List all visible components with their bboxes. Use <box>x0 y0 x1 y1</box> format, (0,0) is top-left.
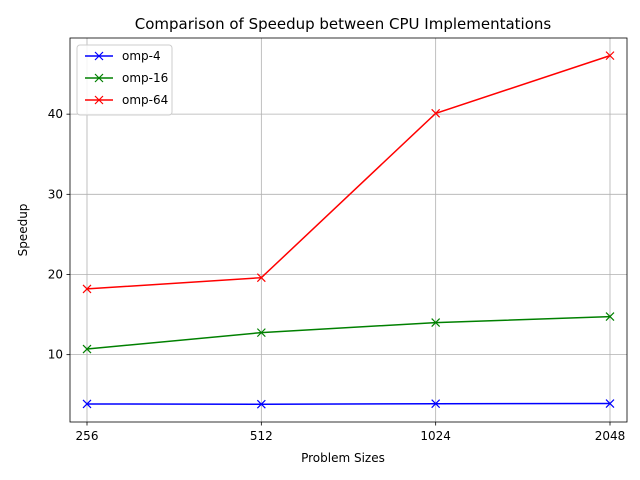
data-point-marker <box>431 399 441 409</box>
legend-item: omp-64 <box>85 93 168 107</box>
data-point-marker <box>82 344 92 354</box>
data-point-marker <box>431 318 441 328</box>
series-layer <box>82 51 615 409</box>
data-point-marker <box>605 399 615 408</box>
legend: omp-4 omp-16 omp-64 <box>76 44 173 116</box>
series-omp-4 <box>82 399 615 409</box>
data-point-marker <box>82 399 92 409</box>
y-tick-label: 40 <box>48 107 63 121</box>
data-point-marker <box>82 284 92 294</box>
axis-ticks: 256 512 1024 2048 10 20 30 40 <box>48 107 626 443</box>
y-axis-label: Speedup <box>16 204 30 257</box>
data-point-marker <box>256 328 266 338</box>
series-line <box>86 54 611 290</box>
x-tick-label: 256 <box>76 429 99 443</box>
legend-label: omp-4 <box>122 49 161 63</box>
legend-item: omp-16 <box>85 71 168 85</box>
legend-label: omp-16 <box>122 71 168 85</box>
data-point-marker <box>256 273 266 283</box>
series-line <box>86 315 611 350</box>
legend-swatch-marker <box>94 51 104 61</box>
legend-swatch-marker <box>94 73 104 83</box>
data-point-marker <box>605 51 615 61</box>
chart-title: Comparison of Speedup between CPU Implem… <box>135 15 552 33</box>
series-line <box>86 402 611 405</box>
legend-item: omp-4 <box>85 49 161 63</box>
x-axis-label: Problem Sizes <box>301 451 385 465</box>
plot-frame <box>69 37 628 423</box>
y-tick-label: 30 <box>48 187 63 201</box>
x-tick-label: 2048 <box>595 429 626 443</box>
x-tick-label: 1024 <box>420 429 451 443</box>
x-tick-label: 512 <box>250 429 273 443</box>
grid-lines <box>70 38 627 422</box>
legend-swatch-marker <box>94 95 104 105</box>
y-tick-label: 10 <box>48 348 63 362</box>
legend-label: omp-64 <box>122 93 168 107</box>
data-point-marker <box>256 399 266 409</box>
data-point-marker <box>605 312 615 322</box>
series-omp-64 <box>82 51 615 294</box>
y-tick-label: 20 <box>48 267 63 281</box>
series-omp-16 <box>82 312 615 354</box>
data-point-marker <box>431 108 441 118</box>
